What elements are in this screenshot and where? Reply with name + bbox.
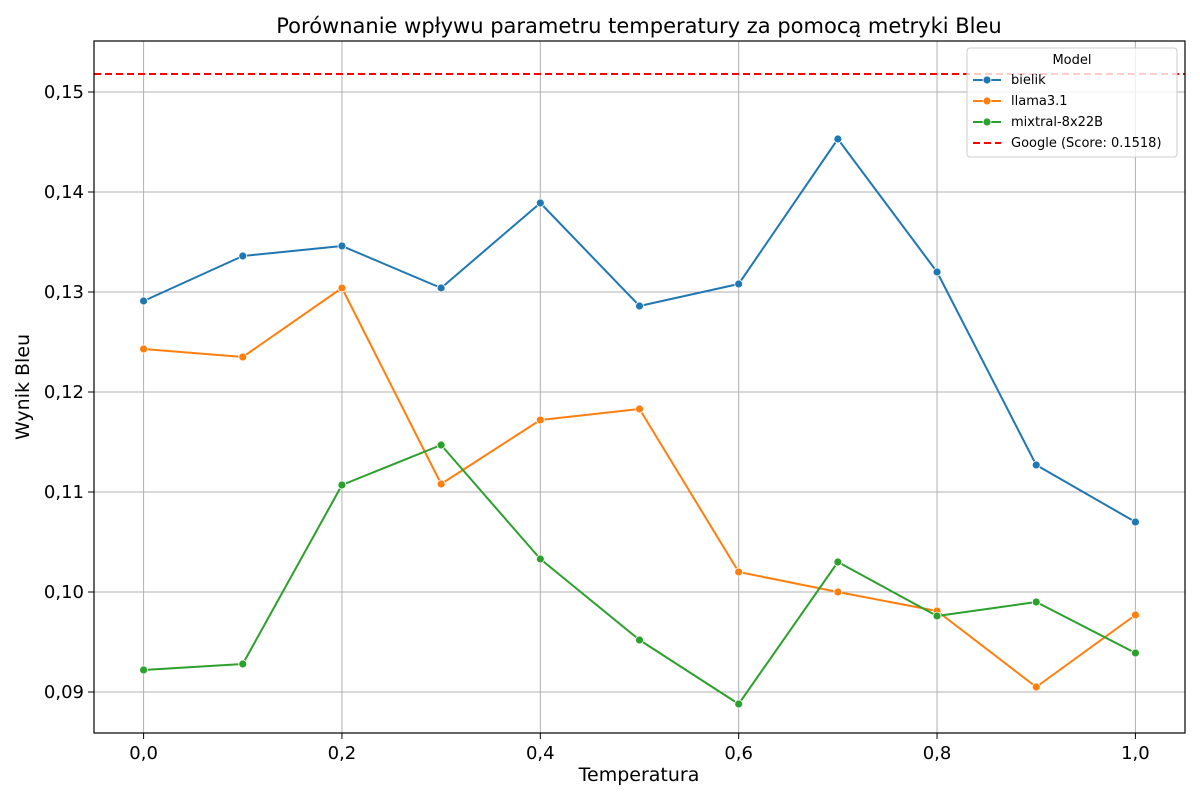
x-tick-label: 0,6 <box>724 743 753 764</box>
series-layer <box>139 134 1140 709</box>
legend-label: bielik <box>1011 73 1046 88</box>
x-tick-label: 0,4 <box>526 743 555 764</box>
data-point-mixtral-8x22b <box>139 665 148 675</box>
data-point-bielik <box>833 134 843 144</box>
legend-label: Google (Score: 0.1518) <box>1011 136 1162 151</box>
data-point-bielik <box>238 251 248 261</box>
data-point-bielik <box>734 279 744 289</box>
legend-title: Model <box>1052 53 1091 68</box>
y-tick-label: 0,10 <box>44 582 84 603</box>
series-llama3-1 <box>139 283 1140 692</box>
data-point-llama3-1 <box>337 283 347 293</box>
data-point-mixtral-8x22b <box>436 440 446 450</box>
legend-item: llama3.1 <box>973 94 1068 109</box>
data-point-mixtral-8x22b <box>1131 648 1140 658</box>
y-tick-label: 0,11 <box>44 482 84 503</box>
y-tick-label: 0,12 <box>44 382 84 403</box>
data-point-bielik <box>635 301 644 311</box>
x-axis-label: Temperatura <box>578 764 700 786</box>
data-point-mixtral-8x22b <box>337 480 347 490</box>
data-point-bielik <box>535 198 545 208</box>
plot-area-frame <box>93 40 1186 734</box>
data-point-llama3-1 <box>436 479 446 489</box>
x-tick-label: 0,2 <box>328 743 357 764</box>
data-point-bielik <box>436 283 446 293</box>
data-point-llama3-1 <box>833 587 843 597</box>
legend-item: Google (Score: 0.1518) <box>973 136 1162 151</box>
x-tick-label: 0,8 <box>923 743 952 764</box>
legend-label: mixtral-8x22B <box>1011 115 1103 130</box>
data-point-bielik <box>932 267 942 277</box>
data-point-llama3-1 <box>238 352 248 362</box>
data-point-llama3-1 <box>535 415 545 425</box>
legend-box <box>966 47 1178 158</box>
data-point-llama3-1 <box>1131 610 1140 620</box>
legend-item: mixtral-8x22B <box>973 115 1103 130</box>
data-point-bielik <box>1031 460 1041 470</box>
y-tick-label: 0,14 <box>44 182 84 203</box>
data-point-llama3-1 <box>1031 682 1041 692</box>
y-axis-label: Wynik Bleu <box>12 334 34 440</box>
data-point-mixtral-8x22b <box>1031 597 1041 607</box>
x-tick-label: 1,0 <box>1121 743 1150 764</box>
data-point-llama3-1 <box>734 567 744 577</box>
data-point-mixtral-8x22b <box>635 635 644 645</box>
legend-swatch-marker <box>982 75 992 85</box>
legend-swatch-marker <box>982 117 992 127</box>
chart-title: Porównanie wpływu parametru temperatury … <box>276 14 1001 38</box>
series-line-llama3-1 <box>142 287 1137 688</box>
data-point-mixtral-8x22b <box>833 557 843 567</box>
legend: Model bielik llama3.1 mixtral-8x22B Google (… <box>966 47 1178 158</box>
data-point-mixtral-8x22b <box>734 699 744 709</box>
series-bielik <box>139 134 1140 527</box>
data-point-mixtral-8x22b <box>535 554 545 564</box>
series-mixtral-8x22b <box>139 440 1140 709</box>
data-point-llama3-1 <box>139 344 148 354</box>
data-point-bielik <box>1131 517 1140 527</box>
series-line-bielik <box>142 138 1137 523</box>
y-tick-label: 0,09 <box>44 682 84 703</box>
legend-label: llama3.1 <box>1011 94 1068 109</box>
y-tick-label: 0,15 <box>44 82 84 103</box>
series-line-mixtral-8x22b <box>142 444 1137 705</box>
data-point-llama3-1 <box>635 404 644 414</box>
legend-item: bielik <box>973 73 1046 88</box>
data-point-mixtral-8x22b <box>932 611 942 621</box>
data-point-mixtral-8x22b <box>238 659 248 669</box>
y-tick-label: 0,13 <box>44 282 84 303</box>
axis-ticks: 0,0 0,2 0,4 0,6 0,8 1,0 0,09 0,10 0,11 0,12 0,13 0,… <box>44 82 1150 764</box>
legend-swatch-marker <box>982 96 992 106</box>
data-point-bielik <box>337 241 347 251</box>
data-point-bielik <box>139 296 148 306</box>
x-tick-label: 0,0 <box>129 743 158 764</box>
